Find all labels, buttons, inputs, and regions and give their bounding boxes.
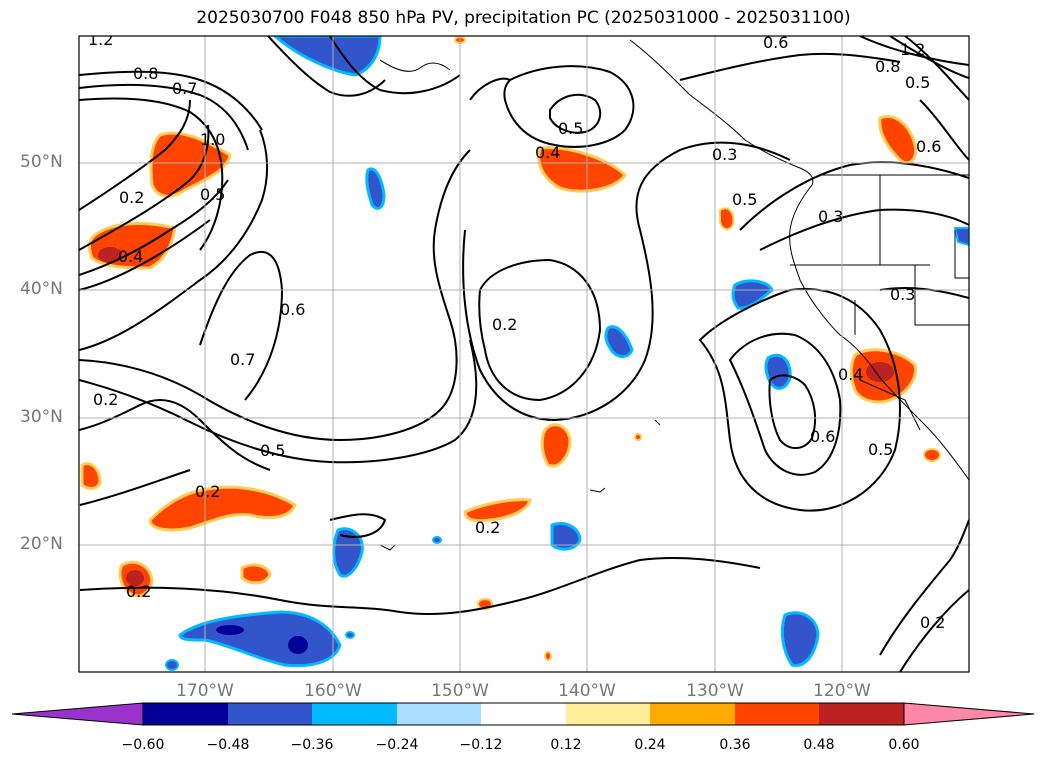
contour-label: 0.5 [868, 440, 893, 459]
coastlines [379, 39, 969, 551]
colorbar-tick: 0.12 [550, 737, 582, 753]
contour-label: 0.8 [875, 57, 900, 76]
lon-label: 160°W [304, 681, 362, 701]
lon-label: 150°W [431, 681, 489, 701]
contour-label: 0.4 [838, 365, 863, 384]
contour-label: 0.2 [93, 390, 118, 409]
contour-label: 0.7 [172, 79, 197, 98]
map-frame [78, 35, 970, 673]
contour-label: 0.5 [200, 185, 225, 204]
lat-label: 20°N [20, 534, 63, 554]
colorbar-tick: 0.24 [634, 737, 666, 753]
contour-label: 1.0 [200, 130, 225, 149]
lon-label: 170°W [176, 681, 234, 701]
map-area: 1.2 0.8 0.7 0.2 0.4 0.5 1.0 0.6 0.7 0.2 … [79, 30, 969, 672]
contour-label: 0.3 [890, 285, 915, 304]
contour-label: 0.4 [535, 143, 560, 162]
colorbar-tick: −0.36 [290, 737, 334, 753]
colorbar-tick: −0.60 [121, 737, 165, 753]
colorbar-tick: −0.24 [375, 737, 419, 753]
contour-label: 0.4 [118, 247, 143, 266]
colorbar [11, 702, 1035, 726]
lon-label: 120°W [813, 681, 871, 701]
colorbar-tick: −0.48 [206, 737, 250, 753]
contour-label: 0.8 [133, 64, 158, 83]
contour-label: 0.3 [818, 207, 843, 226]
contour-label: 0.2 [195, 482, 220, 501]
contour-label: 0.6 [810, 427, 835, 446]
contour-label: 0.5 [732, 190, 757, 209]
contour-label: 0.2 [492, 315, 517, 334]
lon-label: 140°W [558, 681, 616, 701]
lat-label: 50°N [20, 152, 63, 172]
contour-label: 0.6 [763, 33, 788, 52]
colorbar-tick: 0.48 [803, 737, 835, 753]
contour-label: 0.2 [119, 188, 144, 207]
colorbar-tick: 0.60 [888, 737, 920, 753]
map-title: 2025030700 F048 850 hPa PV, precipitatio… [196, 8, 851, 28]
contour-label: 1.2 [88, 30, 113, 49]
contour-label: 0.5 [558, 119, 583, 138]
colorbar-tick: −0.12 [459, 737, 503, 753]
contour-labels: 1.2 0.8 0.7 0.2 0.4 0.5 1.0 0.6 0.7 0.2 … [88, 30, 945, 632]
lat-label: 30°N [20, 407, 63, 427]
contour-label: 0.6 [916, 137, 941, 156]
contour-label: 0.3 [712, 145, 737, 164]
pv-contours [79, 36, 969, 672]
contour-label: 0.5 [260, 441, 285, 460]
contour-label: 0.2 [126, 582, 151, 601]
contour-label: 0.7 [230, 350, 255, 369]
contour-label: 0.2 [475, 518, 500, 537]
colorbar-tick: 0.36 [719, 737, 751, 753]
precip-positive-areas [80, 36, 941, 661]
contour-label: 1.2 [900, 40, 925, 59]
contour-label: 0.2 [920, 613, 945, 632]
gridlines [79, 36, 969, 672]
contour-label: 0.6 [280, 300, 305, 319]
lat-label: 40°N [20, 279, 63, 299]
lon-label: 130°W [686, 681, 744, 701]
contour-label: 0.5 [905, 73, 930, 92]
